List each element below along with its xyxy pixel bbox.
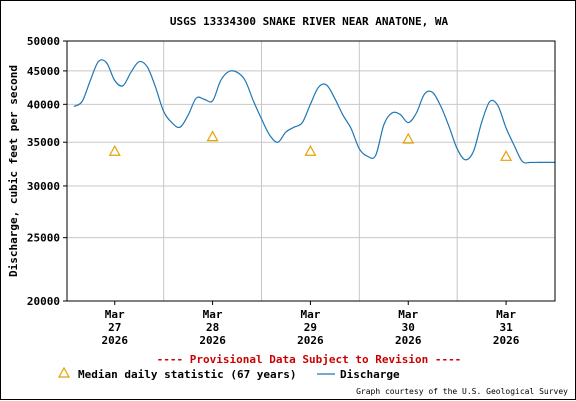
x-tick-label: 27	[108, 321, 121, 334]
x-tick-label: 29	[304, 321, 317, 334]
y-tick-label: 35000	[27, 136, 60, 149]
y-axis-ticks: 20000 25000 30000 35000 40000 45000 50000	[27, 35, 67, 308]
chart-title: USGS 13334300 SNAKE RIVER NEAR ANATONE, …	[170, 15, 449, 28]
x-tick-label: 2026	[493, 334, 520, 347]
x-tick-label: 31	[499, 321, 513, 334]
legend-discharge-label: Discharge	[340, 368, 400, 381]
median-marker	[108, 145, 121, 156]
plot-border	[66, 40, 556, 302]
y-axis-label: Discharge, cubic feet per second	[7, 65, 20, 277]
legend-median-marker	[57, 366, 71, 378]
legend-median-label: Median daily statistic (67 years)	[78, 368, 297, 381]
credit-text: Graph courtesy of the U.S. Geological Su…	[356, 387, 568, 396]
x-tick-label: 30	[402, 321, 415, 334]
median-marker	[500, 150, 513, 161]
legend: Median daily statistic (67 years) Discha…	[57, 366, 400, 381]
y-tick-label: 40000	[27, 98, 60, 111]
plot-area	[66, 40, 556, 302]
median-markers	[108, 130, 513, 161]
x-tick-label: Mar	[105, 308, 125, 321]
median-marker	[304, 145, 317, 156]
discharge-line	[73, 59, 555, 164]
x-tick-label: Mar	[496, 308, 516, 321]
y-tick-label: 30000	[27, 180, 60, 193]
y-tick-label: 50000	[27, 35, 60, 48]
x-tick-label: Mar	[203, 308, 223, 321]
gridlines	[67, 41, 555, 301]
x-tick-label: 2026	[395, 334, 422, 347]
x-tick-label: 2026	[101, 334, 128, 347]
x-tick-label: 2026	[199, 334, 226, 347]
y-tick-label: 25000	[27, 232, 60, 245]
x-axis-ticks: Mar272026Mar282026Mar292026Mar302026Mar3…	[101, 301, 520, 347]
x-tick-label: Mar	[300, 308, 320, 321]
median-marker	[206, 130, 219, 142]
median-marker	[402, 132, 415, 144]
y-tick-label: 45000	[27, 65, 60, 78]
x-tick-label: 28	[206, 321, 219, 334]
y-tick-label: 20000	[27, 295, 60, 308]
plot-background	[67, 41, 555, 301]
x-tick-label: Mar	[398, 308, 418, 321]
provisional-note: ---- Provisional Data Subject to Revisio…	[157, 353, 462, 366]
x-tick-label: 2026	[297, 334, 324, 347]
